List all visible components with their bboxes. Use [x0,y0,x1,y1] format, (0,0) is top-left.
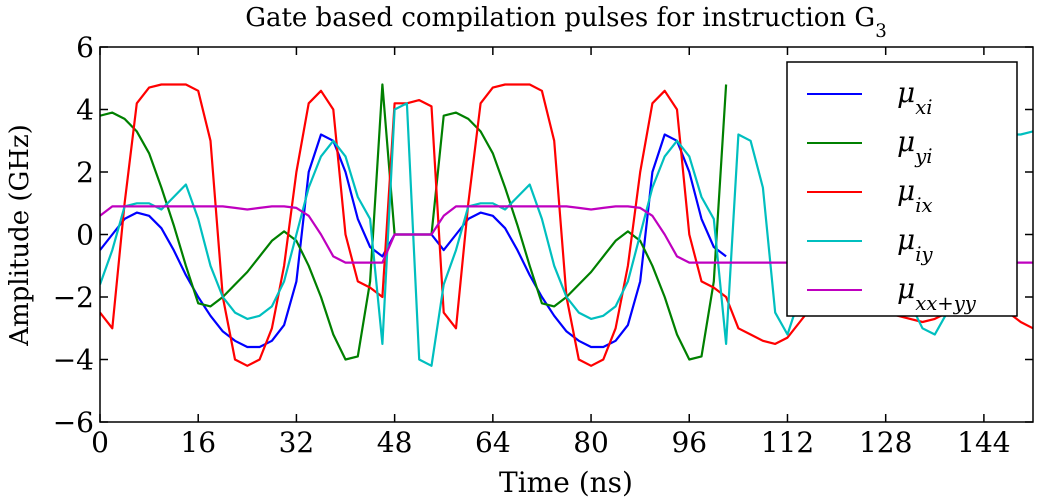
x-tick-label: 32 [279,426,315,459]
y-tick-label: 6 [76,31,94,64]
y-tick-label: −6 [53,406,94,439]
legend-label: μxi [897,76,933,119]
x-axis-label: Time (ns) [499,466,633,499]
y-tick-label: 4 [76,94,94,127]
y-tick-label: −2 [53,281,94,314]
y-tick-label: 0 [76,219,94,252]
plot-frame [99,46,1034,423]
legend-label: μxx+yy [897,272,977,315]
legend-label: μiy [897,223,933,266]
x-tick-label: 112 [761,426,814,459]
x-tick-label: 96 [671,426,707,459]
x-tick-label: 16 [180,426,216,459]
chart-title: Gate based compilation pulses for instru… [245,3,887,42]
x-tick-label: 64 [475,426,511,459]
x-tick-label: 144 [957,426,1010,459]
x-tick-label: 128 [859,426,912,459]
x-tick-label: 80 [573,426,609,459]
x-tick-label: 48 [377,426,413,459]
y-tick-label: −4 [53,344,94,377]
y-axis-label: Amplitude (GHz) [5,124,35,347]
y-tick-label: 2 [76,156,94,189]
legend-label: μyi [897,125,933,168]
legend-box [786,61,1018,317]
legend-label: μix [897,174,933,217]
x-tick-label: 0 [91,426,109,459]
